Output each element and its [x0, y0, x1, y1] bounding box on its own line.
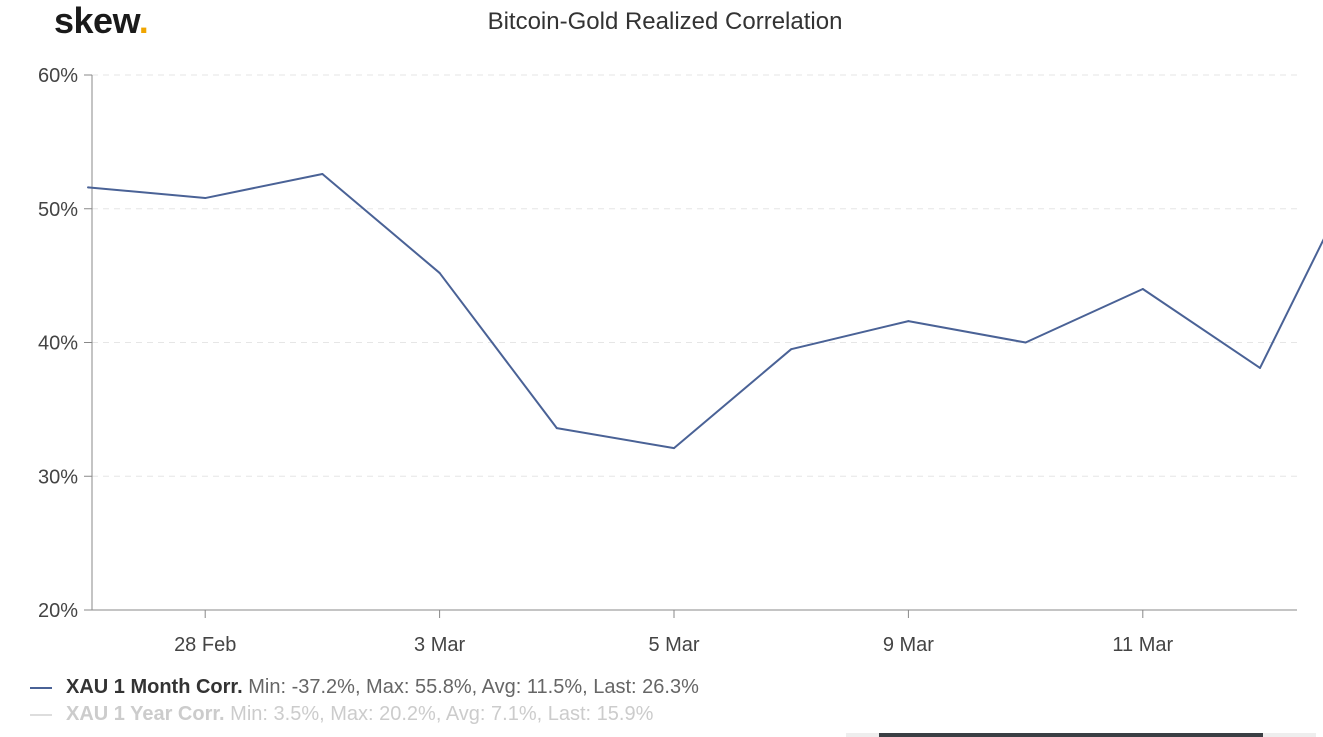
data-point	[87, 186, 89, 189]
y-tick-label: 40%	[38, 333, 78, 355]
x-tick-label: 3 Mar	[414, 634, 465, 656]
data-point	[1024, 341, 1027, 344]
data-point	[790, 348, 793, 351]
legend-item-1-month[interactable]: XAU 1 Month Corr. Min: -37.2%, Max: 55.8…	[30, 676, 699, 699]
x-tick-label: 11 Mar	[1112, 634, 1173, 656]
legend-name: XAU 1 Year Corr.	[66, 703, 225, 725]
y-tick-label: 30%	[38, 466, 78, 488]
legend-name: XAU 1 Month Corr.	[66, 676, 243, 698]
data-point	[1259, 366, 1261, 369]
legend-swatch	[30, 713, 52, 716]
skew-logo: skew.	[54, 0, 149, 42]
data-point	[438, 271, 441, 274]
data-point	[907, 320, 910, 323]
legend-item-1-year[interactable]: XAU 1 Year Corr. Min: 3.5%, Max: 20.2%, …	[30, 703, 653, 726]
x-tick-label: 28 Feb	[174, 634, 236, 656]
legend-swatch	[30, 686, 52, 689]
bottom-dark-bar	[879, 733, 1263, 737]
logo-text: skew	[54, 0, 139, 41]
x-tick-label: 9 Mar	[883, 634, 934, 656]
x-tick-label: 5 Mar	[648, 634, 699, 656]
y-tick-label: 60%	[38, 65, 78, 87]
data-point	[673, 447, 675, 450]
data-point	[555, 427, 558, 430]
data-point	[204, 197, 207, 200]
chart-title: Bitcoin-Gold Realized Correlation	[487, 8, 843, 35]
data-point	[1141, 288, 1144, 290]
logo-dot: .	[138, 0, 149, 41]
series-line-1-month	[87, 172, 1323, 450]
data-point	[321, 172, 324, 175]
y-tick-label: 50%	[38, 199, 78, 221]
y-tick-label: 20%	[38, 600, 78, 622]
legend-stats: Min: -37.2%, Max: 55.8%, Avg: 11.5%, Las…	[248, 676, 699, 698]
legend-stats: Min: 3.5%, Max: 20.2%, Avg: 7.1%, Last: …	[230, 703, 654, 725]
